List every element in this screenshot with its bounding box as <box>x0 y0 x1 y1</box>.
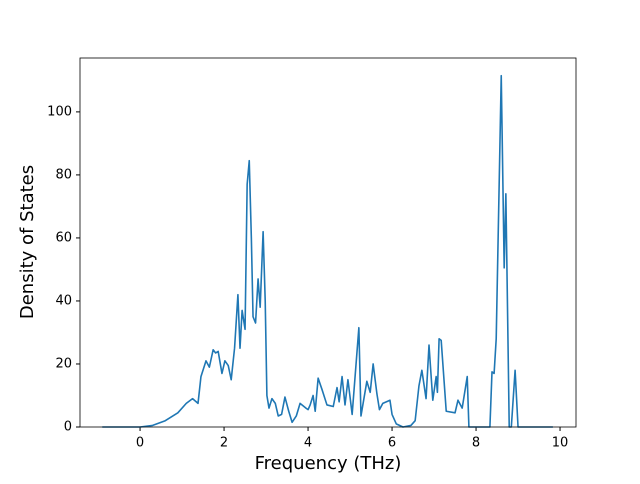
x-axis-label: Frequency (THz) <box>255 453 402 474</box>
x-tick-label: 4 <box>304 436 312 451</box>
data-line <box>102 74 553 428</box>
y-tick-label: 100 <box>47 104 72 119</box>
y-axis-label: Density of States <box>17 165 38 319</box>
y-tick-label: 80 <box>55 167 72 182</box>
x-tick-label: 6 <box>388 436 396 451</box>
y-tick-label: 20 <box>55 356 72 371</box>
x-tick-label: 2 <box>220 436 228 451</box>
plot-frame <box>79 57 577 428</box>
x-tick-label: 0 <box>136 436 144 451</box>
y-tick-label: 40 <box>55 293 72 308</box>
x-tick-label: 8 <box>472 436 480 451</box>
y-tick-label: 60 <box>55 230 72 245</box>
y-tick-label: 0 <box>64 420 72 435</box>
x-tick-label: 10 <box>552 436 569 451</box>
